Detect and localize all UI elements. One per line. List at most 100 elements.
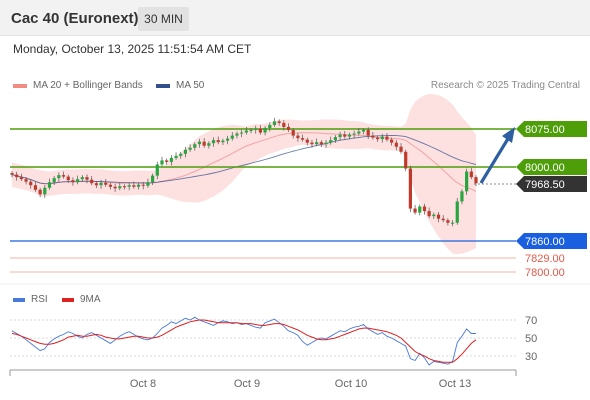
ma50-line <box>11 135 477 185</box>
candle-body <box>333 137 337 141</box>
candle-body <box>221 140 225 143</box>
candle-body <box>216 140 220 143</box>
candle-body <box>230 135 234 139</box>
candlestick-series <box>10 117 478 227</box>
candle-body <box>24 179 28 182</box>
candle-body <box>71 180 75 183</box>
candle-body <box>108 184 113 187</box>
candle-body <box>19 177 23 180</box>
candle-body <box>85 177 89 180</box>
candle-body <box>33 185 38 190</box>
candle-body <box>418 206 422 213</box>
candle-body <box>277 121 281 123</box>
candle-body <box>155 164 159 176</box>
candle-body <box>375 137 380 140</box>
candle-body <box>165 160 169 162</box>
candle-body <box>174 155 178 158</box>
label-support1: 7860.00 <box>516 233 587 249</box>
candle-body <box>160 160 164 165</box>
candle-body <box>300 138 305 140</box>
candle-body <box>169 157 173 162</box>
label-target: 8075.00 <box>516 121 587 137</box>
candle-body <box>254 128 258 131</box>
candle-body <box>94 183 98 186</box>
legend-bollinger-label: MA 20 + Bollinger Bands <box>33 80 143 91</box>
x-tick-oct8: Oct 8 <box>130 378 156 390</box>
rsi-tick-50: 50 <box>525 333 537 345</box>
candle-body <box>310 142 314 145</box>
candle-body <box>352 133 356 135</box>
candle-body <box>319 142 323 145</box>
candle-body <box>329 140 333 143</box>
candle-body <box>291 130 295 136</box>
candle-body <box>80 177 84 180</box>
rsi-line <box>11 316 476 366</box>
candle-body <box>272 121 277 125</box>
candle-body <box>427 211 431 217</box>
candle-body <box>136 184 141 187</box>
ma50-swatch <box>156 83 170 88</box>
candle-body <box>296 135 300 139</box>
research-credit: Research © 2025 Trading Central <box>430 80 580 91</box>
candle-body <box>38 189 42 195</box>
label-target-text: 8075.00 <box>525 124 565 136</box>
candle-body <box>413 208 417 213</box>
candle-body <box>90 179 94 184</box>
candle-body <box>225 138 230 141</box>
candle-body <box>268 124 272 128</box>
rsi-tick-70: 70 <box>525 315 537 327</box>
candle-body <box>127 185 131 187</box>
instrument-title: Cac 40 (Euronext) <box>11 10 139 27</box>
candle-body <box>179 153 183 156</box>
candle-body <box>43 187 47 195</box>
x-tick-oct13: Oct 13 <box>439 378 471 390</box>
candle-body <box>399 146 403 152</box>
candle-body <box>465 171 469 192</box>
candle-body <box>240 132 244 134</box>
candle-body <box>99 182 103 186</box>
candle-body <box>338 134 342 138</box>
candle-body <box>455 201 459 223</box>
candle-body <box>118 186 122 189</box>
legend-bollinger: MA 20 + Bollinger Bands <box>13 80 143 91</box>
candle-body <box>258 128 263 133</box>
legend-rsi: RSI <box>13 294 48 305</box>
candle-body <box>357 131 361 134</box>
candle-body <box>385 136 389 140</box>
candle-body <box>244 130 248 133</box>
legend-rsi-label: RSI <box>31 294 48 305</box>
candle-body <box>347 134 352 137</box>
candle-body <box>197 141 202 145</box>
bollinger-band <box>12 94 476 255</box>
candle-body <box>371 135 375 138</box>
x-tick-oct10: Oct 10 <box>335 378 367 390</box>
label-support2-text: 7829.00 <box>525 253 565 265</box>
legend-rsi-ma: 9MA <box>62 294 101 305</box>
rsi-ma-swatch <box>62 297 74 302</box>
candle-body <box>113 186 117 189</box>
timeframe-button[interactable]: 30 MIN <box>138 7 189 31</box>
candle-body <box>404 151 408 169</box>
candle-body <box>132 185 136 187</box>
legend-ma50: MA 50 <box>156 80 204 91</box>
x-tick-oct9: Oct 9 <box>234 378 260 390</box>
candle-body <box>61 175 66 177</box>
candle-body <box>446 220 450 223</box>
candle-body <box>432 214 436 217</box>
label-support3-text: 7800.00 <box>525 267 565 279</box>
candle-body <box>390 139 394 143</box>
candle-body <box>122 186 127 188</box>
label-support1-text: 7860.00 <box>525 236 565 248</box>
rsi-swatch <box>13 297 25 302</box>
candle-body <box>52 178 56 183</box>
label-current: 7968.50 <box>516 176 587 192</box>
candle-body <box>207 143 211 146</box>
candle-body <box>202 141 206 146</box>
candle-body <box>361 130 366 132</box>
candle-body <box>151 175 155 183</box>
candle-body <box>15 174 19 178</box>
candle-body <box>141 184 145 186</box>
candle-body <box>380 136 384 140</box>
candle-body <box>282 122 286 127</box>
